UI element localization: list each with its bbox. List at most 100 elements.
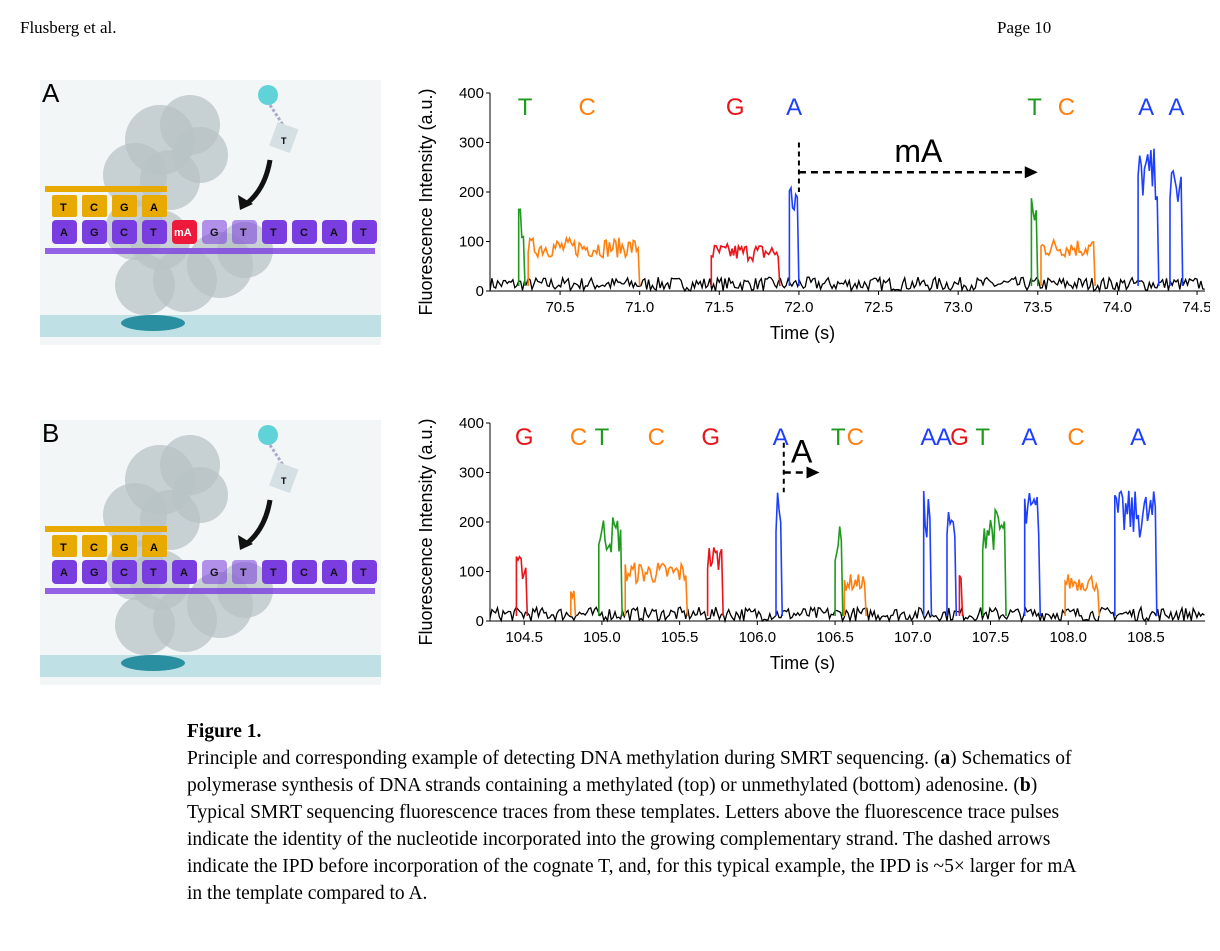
top-base bbox=[112, 535, 137, 557]
pulse-C bbox=[624, 561, 689, 617]
y-tick-label: 200 bbox=[459, 514, 484, 531]
x-tick-label: 107.5 bbox=[972, 629, 1010, 646]
caption-text: ) Typical SMRT sequencing fluorescence t… bbox=[187, 775, 1076, 904]
bottom-base bbox=[172, 220, 197, 244]
y-tick-label: 300 bbox=[459, 135, 484, 152]
dye-icon bbox=[258, 85, 278, 105]
trace-chart-b: 0 100 200 300 400 104.5 105.0 105.5 106.0 106.5 10… bbox=[416, 415, 1205, 673]
base-call-letter: A bbox=[936, 424, 952, 451]
bottom-base-letter: mA bbox=[174, 227, 192, 239]
y-axis-label: Fluorescence Intensity (a.u.) bbox=[416, 418, 436, 645]
top-base-letter: C bbox=[90, 542, 98, 554]
y-tick-label: 400 bbox=[459, 415, 484, 432]
incoming-letter: T bbox=[281, 476, 287, 486]
caption-title: Figure 1. bbox=[187, 721, 262, 742]
caption-body: Principle and corresponding example of d… bbox=[187, 745, 1087, 907]
x-tick-label: 74.0 bbox=[1103, 299, 1132, 316]
bottom-base bbox=[142, 560, 167, 584]
x-tick-label: 105.0 bbox=[583, 629, 621, 646]
pulse-T bbox=[1030, 198, 1039, 287]
bottom-base-letter: G bbox=[210, 227, 219, 239]
x-tick-label: 72.0 bbox=[784, 299, 813, 316]
arrow-head-icon bbox=[238, 195, 253, 210]
bottom-base-letter: T bbox=[150, 227, 157, 239]
x-tick-label: 106.5 bbox=[816, 629, 854, 646]
bottom-base-letter: C bbox=[300, 227, 308, 239]
base-call-letter: T bbox=[975, 424, 990, 451]
top-base-letter: C bbox=[90, 202, 98, 214]
x-axis-label: Time (s) bbox=[770, 653, 835, 673]
base-call-letter: A bbox=[1138, 94, 1154, 121]
bottom-base-letter: A bbox=[330, 227, 338, 239]
bottom-base bbox=[82, 220, 107, 244]
base-call-letter: C bbox=[847, 424, 864, 451]
bottom-base-letter: C bbox=[120, 567, 128, 579]
bottom-backbone bbox=[45, 248, 375, 254]
incoming-letter: T bbox=[281, 136, 287, 146]
bottom-base-letter: G bbox=[90, 227, 99, 239]
bottom-base bbox=[292, 220, 317, 244]
top-base bbox=[52, 535, 77, 557]
x-axis-label: Time (s) bbox=[770, 323, 835, 343]
bottom-base-letter: C bbox=[300, 567, 308, 579]
bottom-base-letter: T bbox=[270, 567, 277, 579]
base-call-letter: A bbox=[786, 94, 802, 121]
surface bbox=[40, 315, 381, 337]
top-backbone bbox=[45, 526, 167, 532]
bottom-base-letter: A bbox=[60, 227, 68, 239]
top-base-letter: A bbox=[150, 542, 158, 554]
bottom-base bbox=[232, 560, 257, 584]
pulse-T bbox=[597, 517, 623, 617]
base-call-letter: T bbox=[831, 424, 846, 451]
x-tick-label: 70.5 bbox=[545, 299, 574, 316]
base-call-letter: G bbox=[701, 424, 720, 451]
pulse-G bbox=[515, 555, 529, 617]
pulse-A bbox=[1169, 169, 1184, 287]
pulse-A bbox=[775, 492, 784, 617]
y-tick-label: 0 bbox=[476, 283, 484, 300]
bottom-base-letter: A bbox=[330, 567, 338, 579]
x-tick-label: 71.5 bbox=[705, 299, 734, 316]
schematic-b: T B T C G A A G C T A G T T C A T bbox=[40, 420, 381, 685]
top-base bbox=[142, 535, 167, 557]
bottom-base-letter: T bbox=[360, 227, 367, 239]
pulse-A bbox=[1023, 492, 1042, 617]
top-base bbox=[142, 195, 167, 217]
baseline-trace bbox=[489, 605, 1205, 624]
pulse-G bbox=[710, 241, 781, 287]
pulse-T bbox=[981, 507, 1007, 617]
base-call-letter: C bbox=[648, 424, 665, 451]
bottom-base bbox=[172, 560, 197, 584]
ipd-arrowhead-icon bbox=[806, 466, 820, 479]
y-tick-label: 0 bbox=[476, 613, 484, 630]
linker bbox=[268, 444, 285, 466]
top-base bbox=[52, 195, 77, 217]
y-tick-label: 100 bbox=[459, 234, 484, 251]
top-base-letter: T bbox=[60, 202, 67, 214]
bottom-base-letter: A bbox=[180, 567, 188, 579]
bottom-base-letter: T bbox=[270, 227, 277, 239]
base-call-letter: G bbox=[726, 94, 745, 121]
arrow-head-icon bbox=[238, 535, 253, 550]
linker bbox=[268, 104, 285, 126]
base-call-letter: T bbox=[518, 94, 533, 121]
bottom-base-letter: T bbox=[360, 567, 367, 579]
bottom-base bbox=[202, 220, 227, 244]
pulse-C bbox=[570, 590, 577, 617]
base-call-letter: C bbox=[1058, 94, 1075, 121]
bottom-base-letter: G bbox=[210, 567, 219, 579]
pulse-C bbox=[1040, 237, 1096, 287]
polymerase-blob bbox=[172, 127, 228, 183]
x-tick-label: 72.5 bbox=[864, 299, 893, 316]
top-base-letter: T bbox=[60, 542, 67, 554]
polymerase-blob bbox=[172, 467, 228, 523]
bottom-base-letter: T bbox=[240, 567, 247, 579]
running-header-author: Flusberg et al. bbox=[20, 18, 117, 37]
x-tick-label: 73.5 bbox=[1023, 299, 1052, 316]
incoming-nucleotide bbox=[269, 461, 299, 493]
anchor bbox=[121, 315, 185, 331]
incoming-nucleotide bbox=[269, 121, 299, 153]
top-base-letter: A bbox=[150, 202, 158, 214]
base-call-letter: C bbox=[578, 94, 595, 121]
